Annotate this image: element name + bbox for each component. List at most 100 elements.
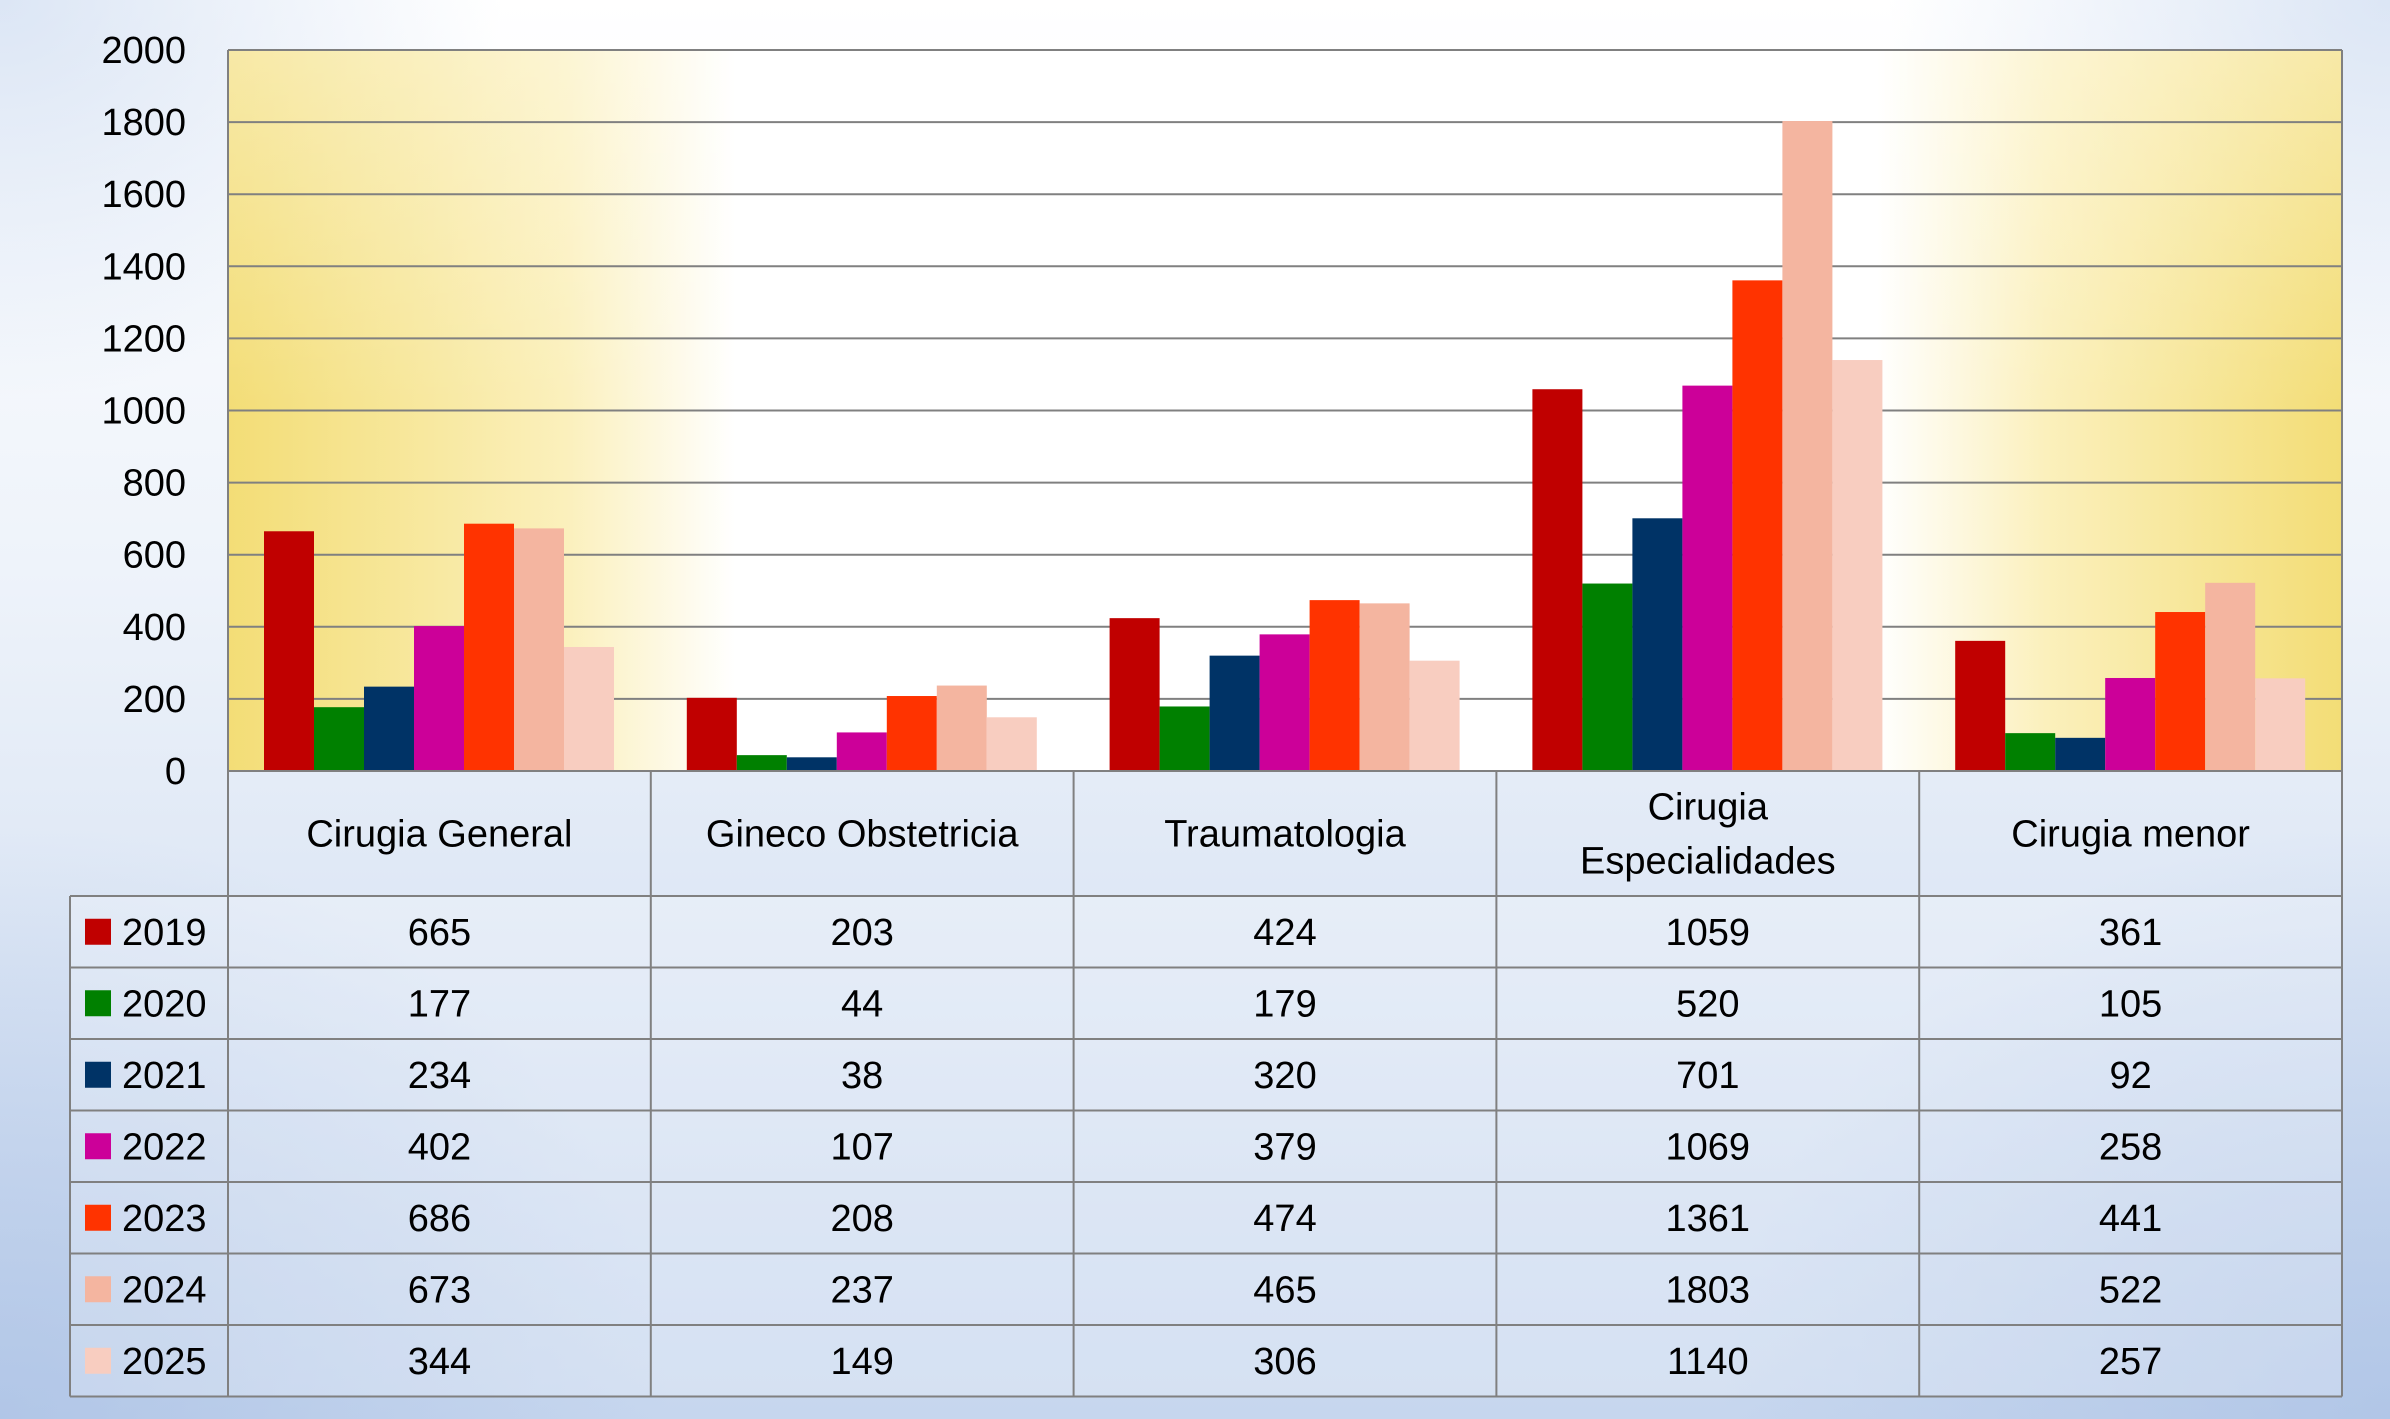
bar-2019 — [1109, 618, 1160, 771]
data-label: 257 — [2099, 1341, 2162, 1383]
bar-2021 — [786, 757, 837, 771]
bar-2025 — [564, 646, 614, 771]
y-tick-label: 200 — [123, 679, 186, 721]
y-tick-label: 600 — [123, 535, 186, 577]
y-tick-label: 400 — [123, 607, 186, 649]
legend-key-2025 — [85, 1347, 111, 1374]
bar-2019 — [686, 697, 737, 771]
legend-label-2022: 2022 — [122, 1126, 207, 1168]
data-label: 1069 — [1666, 1126, 1751, 1168]
data-label: 701 — [1676, 1055, 1739, 1097]
data-label: 1361 — [1666, 1198, 1751, 1240]
data-label: 441 — [2099, 1198, 2162, 1240]
bar-2022 — [2105, 677, 2156, 771]
table-background — [70, 896, 2342, 1397]
legend-label-2021: 2021 — [122, 1055, 207, 1097]
category-label: Cirugia — [1648, 787, 1769, 829]
data-label: 1140 — [1667, 1341, 1749, 1383]
bar-2024 — [2205, 582, 2256, 771]
bar-2024 — [1359, 603, 1410, 771]
category-label: Cirugia menor — [2011, 814, 2250, 856]
y-tick-label: 1400 — [101, 246, 186, 288]
data-label: 92 — [2109, 1055, 2151, 1097]
category-label: Gineco Obstetricia — [706, 814, 1019, 856]
bar-2021 — [364, 686, 414, 771]
legend-key-2019 — [85, 918, 111, 945]
bar-2025 — [1832, 360, 1883, 771]
data-label: 320 — [1253, 1055, 1316, 1097]
data-label: 344 — [408, 1341, 471, 1383]
legend-key-2022 — [85, 1133, 111, 1160]
y-tick-label: 1000 — [101, 391, 186, 433]
data-label: 474 — [1253, 1198, 1316, 1240]
bar-2020 — [314, 707, 364, 771]
bar-2020 — [2005, 733, 2056, 771]
bar-2021 — [2055, 737, 2106, 771]
data-label: 149 — [830, 1341, 893, 1383]
y-tick-label: 1200 — [101, 318, 186, 360]
bar-2022 — [414, 626, 464, 771]
y-tick-label: 0 — [165, 751, 186, 793]
y-tick-label: 1600 — [101, 174, 186, 216]
data-label: 402 — [408, 1126, 471, 1168]
data-label: 1803 — [1666, 1269, 1751, 1311]
bar-2024 — [936, 685, 987, 771]
data-label: 44 — [841, 983, 883, 1025]
data-label: 107 — [830, 1126, 893, 1168]
bar-2021 — [1209, 655, 1260, 771]
bar-2022 — [836, 732, 887, 771]
data-table: Cirugia General Gineco Obstetricia Traumat… — [69, 770, 2343, 1398]
data-label: 179 — [1253, 983, 1316, 1025]
data-label: 673 — [408, 1269, 471, 1311]
data-label: 465 — [1253, 1269, 1316, 1311]
data-label: 177 — [408, 983, 471, 1025]
data-label: 38 — [841, 1055, 883, 1097]
bar-2021 — [1632, 518, 1683, 771]
legend-key-2024 — [85, 1276, 111, 1303]
bar-2024 — [514, 528, 564, 771]
data-label: 203 — [830, 912, 893, 954]
data-label: 258 — [2099, 1126, 2162, 1168]
category-label: Cirugia General — [306, 814, 572, 856]
bar-2023 — [886, 696, 937, 771]
y-tick-label: 1800 — [101, 102, 186, 144]
data-label: 105 — [2099, 983, 2162, 1025]
category-label: Especialidades — [1580, 841, 1836, 883]
bar-2019 — [264, 531, 314, 771]
legend-key-2020 — [85, 990, 111, 1017]
bar-2023 — [1309, 600, 1360, 771]
data-label: 665 — [408, 912, 471, 954]
data-label: 306 — [1253, 1341, 1316, 1383]
legend-key-2023 — [85, 1204, 111, 1231]
bar-2020 — [1582, 583, 1633, 771]
bar-2023 — [1732, 280, 1783, 771]
bar-2022 — [1682, 385, 1733, 771]
bars — [264, 121, 2306, 772]
bar-2024 — [1782, 121, 1833, 772]
bar-2022 — [1259, 634, 1310, 771]
data-label: 1059 — [1666, 912, 1751, 954]
data-label: 686 — [408, 1198, 471, 1240]
category-label: Traumatologia — [1164, 814, 1406, 856]
bar-2020 — [1159, 706, 1210, 771]
bar-2025 — [2255, 678, 2306, 771]
data-label: 237 — [830, 1269, 893, 1311]
bar-2023 — [464, 523, 514, 771]
data-label: 208 — [830, 1198, 893, 1240]
bar-2025 — [1409, 660, 1460, 771]
legend-label-2024: 2024 — [122, 1269, 207, 1311]
y-axis: 0 200 400 600 800 1000 1200 1400 1600 1800 2000 — [101, 30, 2343, 793]
bar-2023 — [2155, 612, 2206, 771]
legend-label-2019: 2019 — [122, 912, 207, 954]
data-label: 522 — [2099, 1269, 2162, 1311]
data-label: 379 — [1253, 1126, 1316, 1168]
legend-label-2020: 2020 — [122, 983, 207, 1025]
legend-label-2023: 2023 — [122, 1198, 207, 1240]
bar-2019 — [1955, 640, 2006, 771]
data-label: 234 — [408, 1055, 471, 1097]
data-label: 361 — [2099, 912, 2162, 954]
legend-key-2021 — [85, 1061, 111, 1088]
bar-2019 — [1532, 389, 1583, 771]
bar-2025 — [986, 717, 1037, 771]
